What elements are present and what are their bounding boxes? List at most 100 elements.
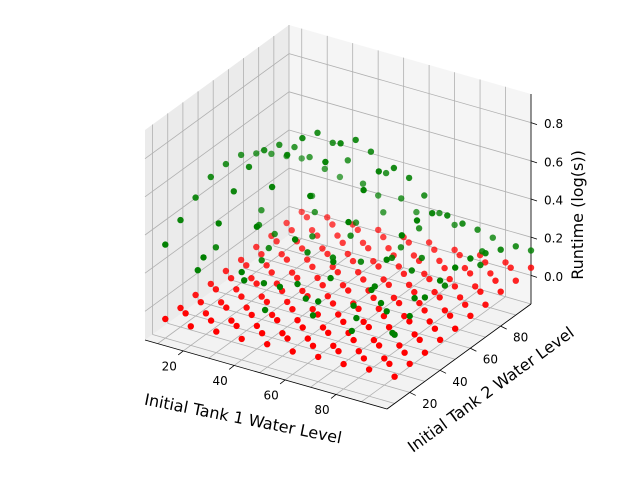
scatter-point-slow [406, 312, 413, 320]
scatter-point-slow [238, 268, 245, 276]
scatter-point-slow [345, 218, 352, 226]
grid-line-y-floor [273, 245, 516, 316]
scatter-point-fast [237, 256, 245, 264]
scatter-point-fast [162, 315, 169, 323]
scatter-point-fast [253, 280, 260, 287]
scatter-point-fast [431, 288, 438, 296]
scatter-point-fast [314, 232, 321, 239]
scatter-point-fast [324, 214, 331, 221]
scatter-point-fast [507, 264, 514, 271]
scatter-point-slow [357, 258, 365, 265]
scatter-point-fast [401, 312, 408, 320]
scatter-point-fast [238, 293, 245, 300]
x-tick-label: 20 [162, 359, 177, 373]
scatter-point-fast [177, 304, 184, 312]
scatter-point-slow [368, 286, 375, 294]
scatter-point-fast [350, 336, 357, 344]
z-tick-mark [530, 122, 538, 126]
y-axis-line [386, 303, 532, 410]
scatter-point-fast [436, 336, 444, 343]
scatter-point-slow [291, 236, 299, 243]
scatter-point-slow [212, 244, 220, 251]
scatter-point-fast [482, 301, 489, 308]
scatter-point-fast [283, 219, 290, 227]
y-tick-label: 20 [422, 397, 437, 411]
scatter-point-slow [276, 141, 283, 148]
scatter-point-fast [304, 256, 311, 263]
scatter-point-slow [294, 280, 301, 288]
scatter-point-slow [474, 226, 481, 233]
scatter-point-fast [187, 323, 194, 330]
scatter-point-fast [329, 263, 336, 271]
scatter-point-slow [360, 186, 367, 194]
scatter-point-fast [324, 293, 331, 300]
scatter-point-fast [451, 246, 458, 253]
grid-line-x-floor [361, 296, 506, 403]
scatter-point-fast [370, 336, 378, 344]
scatter-point-slow [321, 165, 328, 173]
scatter-point-fast [365, 323, 372, 331]
scatter-point-fast [273, 238, 280, 245]
scatter-point-fast [284, 298, 291, 306]
scatter-point-fast [288, 269, 296, 276]
scatter-point-fast [472, 283, 479, 290]
scatter-point-fast [314, 311, 321, 318]
scatter-point-fast [248, 311, 255, 319]
grid-line-y-floor [182, 311, 426, 382]
scatter-point-slow [314, 129, 321, 136]
y-tick-label: 80 [513, 331, 528, 345]
scatter-point-slow [375, 192, 382, 199]
scatter-point-slow [421, 192, 428, 199]
scatter-point-slow [408, 267, 415, 274]
scatter-point-fast [182, 310, 189, 317]
scatter-point-fast [467, 312, 474, 319]
scatter-point-fast [309, 306, 316, 313]
scatter-point-slow [451, 221, 458, 229]
scatter-point-fast [380, 233, 387, 241]
scatter-point-slow [348, 327, 355, 335]
grid-line-x-floor [310, 281, 455, 388]
scatter-point-fast [213, 328, 220, 335]
scatter-point-slow [299, 134, 306, 142]
scatter-point-fast [446, 312, 454, 319]
scatter-point-slow [241, 277, 248, 284]
scatter-point-fast [375, 263, 382, 270]
scatter-point-slow [452, 264, 459, 271]
scatter-point-fast [482, 259, 489, 266]
scatter-point-fast [340, 318, 347, 325]
scatter-point-fast [416, 336, 423, 343]
x-axis-line [144, 339, 388, 410]
scatter-point-fast [385, 281, 392, 288]
scatter-point-fast [308, 227, 316, 234]
scatter-point-fast [228, 317, 235, 324]
grid-line-y-floor [152, 334, 395, 404]
grid-line-y-floor [258, 256, 501, 327]
scatter-point-fast [380, 312, 388, 320]
scatter-point-slow [441, 282, 449, 289]
scatter-point-fast [339, 239, 346, 246]
scatter-point-slow [315, 298, 322, 305]
scatter-point-slow [413, 217, 421, 224]
grid-line-z-left [144, 91, 290, 198]
scatter-point-fast [354, 226, 361, 234]
scatter-point-fast [466, 270, 474, 277]
scatter-point-slow [298, 155, 305, 162]
scatter-point-fast [462, 301, 469, 308]
scatter-point-fast [410, 252, 418, 259]
scatter-point-slow [253, 223, 261, 230]
x-tick-label: 60 [263, 388, 278, 402]
scatter-point-slow [222, 160, 230, 168]
scatter-point-fast [288, 227, 295, 234]
scatter-point-fast [319, 324, 327, 331]
scatter-point-fast [385, 324, 393, 331]
scatter-point-fast [233, 286, 240, 293]
scatter-point-fast [329, 221, 336, 228]
scatter-point-fast [355, 269, 362, 276]
tick-labels: 20 40 60 80 20 40 60 80 0.0 0.2 0.4 0.6 0.8 [162, 117, 564, 417]
scatter-point-slow [322, 158, 329, 166]
grid-line-z-back [288, 167, 532, 238]
scatter-point-fast [319, 282, 326, 289]
scatter-point-slow [444, 212, 451, 219]
scatter-point-fast [212, 286, 220, 293]
scatter-point-fast [315, 353, 322, 361]
